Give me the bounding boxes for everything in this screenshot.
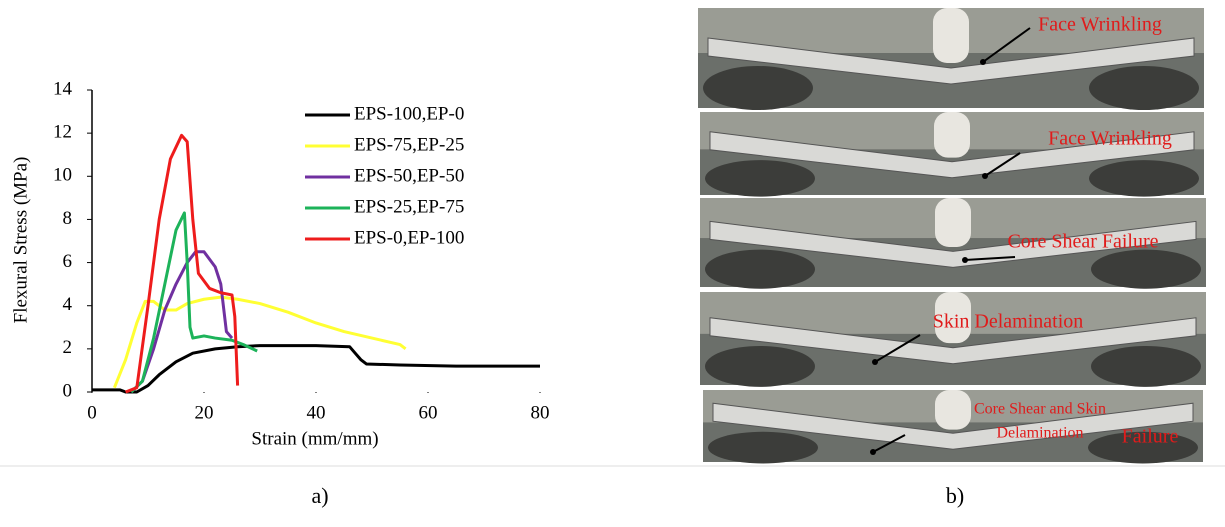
arrow-head <box>870 449 876 455</box>
x-tick-label: 0 <box>87 402 97 423</box>
y-tick-label: 2 <box>63 337 73 358</box>
loader <box>935 390 971 430</box>
photo-label: Delamination <box>996 425 1083 442</box>
support <box>705 249 815 289</box>
y-tick-label: 12 <box>53 122 72 143</box>
series-line <box>125 133 240 394</box>
x-tick-label: 40 <box>307 402 326 423</box>
support <box>708 431 818 464</box>
y-tick-label: 6 <box>63 251 73 272</box>
specimen <box>709 131 1195 179</box>
photo-label: Skin Delamination <box>933 311 1084 333</box>
series-line <box>130 211 258 394</box>
x-axis-title: Strain (mm/mm) <box>251 428 378 449</box>
arrow-head <box>872 359 878 365</box>
arrow <box>874 334 921 363</box>
panel-label: b) <box>946 483 964 508</box>
y-axis-title: Flexural Stress (MPa) <box>10 157 31 324</box>
legend-label: EPS-50,EP-50 <box>354 165 464 186</box>
legend-label: EPS-0,EP-100 <box>354 227 464 248</box>
support <box>705 160 815 197</box>
x-tick-label: 60 <box>419 402 438 423</box>
specimen <box>712 402 1194 450</box>
x-tick-label: 80 <box>531 402 550 423</box>
y-tick-label: 14 <box>53 78 73 99</box>
legend-label: EPS-25,EP-75 <box>354 196 464 217</box>
specimen <box>709 220 1197 268</box>
loader <box>933 8 969 63</box>
support <box>705 345 815 387</box>
legend-label: EPS-100,EP-0 <box>354 103 464 124</box>
arrow-head <box>980 59 986 65</box>
specimen <box>709 317 1197 365</box>
y-tick-label: 8 <box>63 208 73 229</box>
support <box>1091 249 1201 289</box>
legend-label: EPS-75,EP-25 <box>354 134 464 155</box>
y-tick-label: 0 <box>63 380 73 401</box>
photo-label: Face Wrinkling <box>1038 14 1162 36</box>
arrow <box>964 256 1016 261</box>
support <box>703 66 813 110</box>
arrow <box>984 152 1021 177</box>
loader <box>934 112 970 158</box>
loader <box>935 198 971 247</box>
arrow <box>872 434 906 453</box>
photo-label: Failure <box>1122 426 1179 448</box>
support <box>1089 66 1199 110</box>
arrow <box>982 27 1031 63</box>
series-line <box>113 295 407 389</box>
support <box>1089 160 1199 197</box>
y-tick-label: 4 <box>63 294 73 315</box>
photo-label: Face Wrinkling <box>1048 128 1172 150</box>
loader <box>935 292 971 344</box>
photo-label: Core Shear and Skin <box>974 401 1106 418</box>
panel-label: a) <box>311 483 328 508</box>
photo-label: Core Shear Failure <box>1007 231 1158 253</box>
series-line <box>92 344 540 394</box>
arrow-head <box>982 173 988 179</box>
support <box>1091 345 1201 387</box>
x-tick-label: 20 <box>195 402 214 423</box>
specimen <box>707 37 1195 85</box>
y-tick-label: 10 <box>53 165 72 186</box>
support <box>1088 431 1198 464</box>
arrow-head <box>962 257 968 263</box>
